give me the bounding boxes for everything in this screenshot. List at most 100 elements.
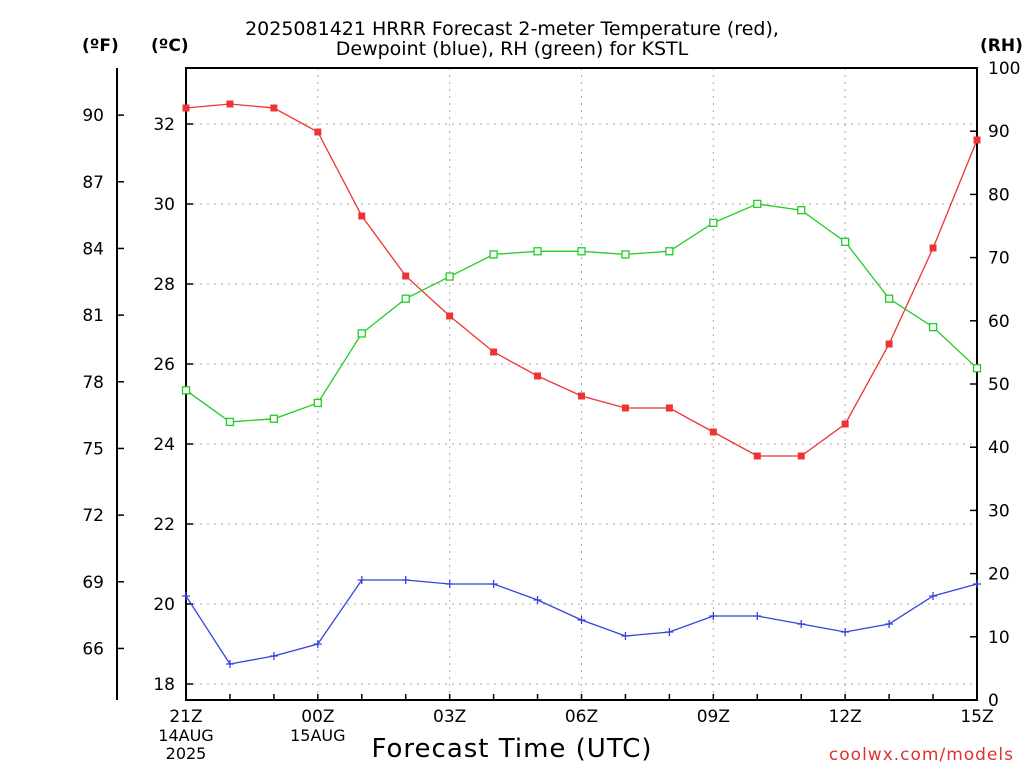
temperature-point xyxy=(270,104,278,112)
fahrenheit-tick-label: 72 xyxy=(82,506,104,526)
dewpoint-point xyxy=(621,632,630,640)
fahrenheit-tick-label: 84 xyxy=(82,239,104,259)
dewpoint-point xyxy=(929,592,938,600)
dewpoint-point xyxy=(401,576,410,584)
rh-tick-label: 20 xyxy=(988,565,1010,585)
rh-unit-label: (RH) xyxy=(980,36,1023,56)
temperature-point xyxy=(314,128,322,136)
rh-point xyxy=(665,247,674,256)
rh-tick-label: 100 xyxy=(988,59,1020,79)
temperature-point xyxy=(402,272,410,280)
dewpoint-point xyxy=(841,628,850,636)
dewpoint-point xyxy=(533,596,542,604)
rh-point xyxy=(489,250,498,259)
fahrenheit-tick-label: 90 xyxy=(82,106,104,126)
fahrenheit-tick-label: 75 xyxy=(82,439,104,459)
dewpoint-point xyxy=(709,612,718,620)
chart-title-line-2: Dewpoint (blue), RH (green) for KSTL xyxy=(335,38,689,60)
celsius-tick-label: 32 xyxy=(153,115,175,135)
rh-point xyxy=(972,364,982,373)
dewpoint-point xyxy=(665,628,674,636)
celsius-tick-label: 26 xyxy=(153,355,175,375)
rh-tick-label: 30 xyxy=(988,501,1010,521)
rh-point xyxy=(445,272,454,281)
rh-point xyxy=(269,414,279,423)
rh-tick-label: 50 xyxy=(988,375,1010,395)
rh-point xyxy=(621,250,630,259)
x-tick-year-label: 2025 xyxy=(166,744,207,763)
x-tick-label: 12Z xyxy=(829,707,862,727)
fahrenheit-tick-label: 78 xyxy=(82,373,104,393)
temperature-point xyxy=(358,212,366,220)
x-tick-label: 09Z xyxy=(697,707,730,727)
temperature-point xyxy=(226,100,234,108)
celsius-tick-label: 28 xyxy=(153,275,175,295)
dewpoint-point xyxy=(313,640,322,648)
celsius-tick-label: 20 xyxy=(153,595,175,615)
temperature-point xyxy=(885,340,893,348)
chart-title-line-1: 2025081421 HRRR Forecast 2-meter Tempera… xyxy=(245,18,779,40)
rh-point xyxy=(181,386,191,395)
rh-point xyxy=(709,218,718,227)
fahrenheit-unit-label: (ºF) xyxy=(82,36,119,56)
rh-point xyxy=(357,329,366,338)
rh-point xyxy=(225,417,235,427)
celsius-tick-label: 24 xyxy=(153,435,175,455)
fahrenheit-tick-label: 81 xyxy=(82,306,104,326)
rh-point xyxy=(313,398,322,408)
rh-point xyxy=(928,322,938,332)
temperature-point xyxy=(490,348,498,356)
fahrenheit-tick-label: 69 xyxy=(82,573,104,593)
x-axis-label: Forecast Time (UTC) xyxy=(371,734,653,764)
credit-text: coolwx.com/models xyxy=(828,745,1014,765)
rh-point xyxy=(401,294,410,303)
temperature-point xyxy=(841,420,849,428)
temperature-point xyxy=(753,452,761,460)
celsius-tick-label: 18 xyxy=(153,675,175,695)
rh-point xyxy=(797,206,806,215)
rh-point xyxy=(841,237,850,246)
celsius-tick-label: 30 xyxy=(153,195,175,215)
dewpoint-point xyxy=(753,612,762,620)
dewpoint-point xyxy=(269,652,278,660)
temperature-point xyxy=(929,244,937,252)
fahrenheit-tick-label: 87 xyxy=(82,173,104,193)
rh-tick-label: 40 xyxy=(988,438,1010,458)
x-tick-label: 21Z xyxy=(169,707,202,727)
rh-point xyxy=(884,294,894,303)
dewpoint-point xyxy=(357,576,366,584)
rh-point xyxy=(577,247,586,256)
rh-tick-label: 60 xyxy=(988,312,1010,332)
temperature-point xyxy=(534,372,542,380)
dewpoint-point xyxy=(225,660,234,668)
temperature-point xyxy=(709,428,717,436)
dewpoint-point xyxy=(973,580,981,588)
rh-tick-label: 70 xyxy=(988,249,1010,269)
fahrenheit-tick-label: 66 xyxy=(82,639,104,659)
temperature-point xyxy=(578,392,585,400)
rh-tick-label: 80 xyxy=(988,185,1010,205)
rh-tick-label: 90 xyxy=(988,122,1010,142)
temperature-point xyxy=(665,404,673,412)
dewpoint-point xyxy=(797,620,806,628)
x-tick-date-label: 15AUG xyxy=(290,726,345,745)
celsius-unit-label: (ºC) xyxy=(151,36,189,56)
x-tick-label: 15Z xyxy=(960,707,993,727)
dewpoint-point xyxy=(489,580,498,588)
temperature-point xyxy=(973,136,981,144)
dewpoint-point xyxy=(445,580,454,588)
temperature-point xyxy=(446,312,454,320)
dewpoint-point xyxy=(577,616,586,624)
rh-point xyxy=(753,199,762,209)
x-tick-label: 00Z xyxy=(301,707,334,727)
x-tick-date-label: 14AUG xyxy=(158,726,213,745)
rh-point xyxy=(533,247,542,256)
temperature-point xyxy=(797,452,805,460)
x-tick-label: 03Z xyxy=(433,707,466,727)
x-tick-label: 06Z xyxy=(565,707,598,727)
temperature-point xyxy=(182,104,190,112)
celsius-tick-label: 22 xyxy=(153,515,175,535)
dewpoint-point xyxy=(182,592,190,600)
